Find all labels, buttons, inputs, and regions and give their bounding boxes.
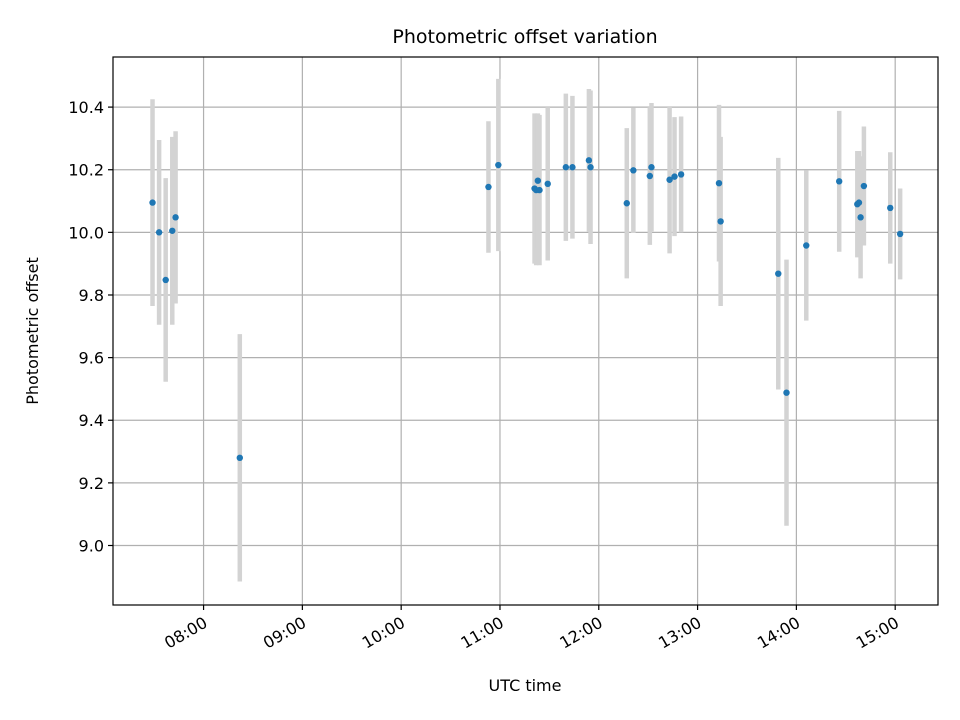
data-point xyxy=(783,389,790,396)
data-point xyxy=(803,242,810,249)
data-point xyxy=(587,164,594,171)
y-tick-label: 9.8 xyxy=(79,286,104,305)
data-point xyxy=(169,227,176,234)
data-point xyxy=(887,204,894,212)
data-point xyxy=(534,177,542,184)
data-point xyxy=(677,171,685,178)
data-point xyxy=(648,164,655,171)
data-point xyxy=(536,186,543,194)
y-tick-label: 9.2 xyxy=(79,474,104,493)
data-point xyxy=(495,161,502,169)
y-tick-label: 10.2 xyxy=(68,161,104,180)
y-tick-label: 9.4 xyxy=(79,411,104,430)
plot-frame xyxy=(112,56,939,606)
data-point xyxy=(896,230,904,238)
data-point xyxy=(155,229,163,236)
data-point xyxy=(162,276,169,284)
data-point xyxy=(149,199,156,206)
data-point xyxy=(569,164,576,171)
data-point xyxy=(236,454,243,462)
chart-title: Photometric offset variation xyxy=(392,26,657,48)
data-point xyxy=(562,164,570,171)
data-point xyxy=(775,270,782,277)
data-point xyxy=(630,167,637,174)
data-point xyxy=(857,214,864,221)
data-point xyxy=(544,180,551,188)
data-point xyxy=(172,214,179,221)
y-tick-label: 10.0 xyxy=(68,223,104,242)
data-points xyxy=(149,157,904,462)
data-point xyxy=(623,200,630,207)
y-tick-label: 9.6 xyxy=(79,349,104,368)
y-tick-label: 10.4 xyxy=(68,98,104,117)
data-point xyxy=(835,178,843,185)
data-point xyxy=(671,173,678,180)
data-point xyxy=(585,157,593,164)
data-point xyxy=(485,183,492,191)
data-point xyxy=(855,199,863,206)
data-point xyxy=(666,176,673,183)
data-point xyxy=(715,179,723,187)
y-axis-label: Photometric offset xyxy=(23,257,42,405)
data-point xyxy=(646,172,654,180)
y-tick-label: 9.0 xyxy=(79,537,104,556)
data-point xyxy=(717,218,724,225)
x-axis-label: UTC time xyxy=(489,676,562,695)
data-point xyxy=(860,182,868,190)
